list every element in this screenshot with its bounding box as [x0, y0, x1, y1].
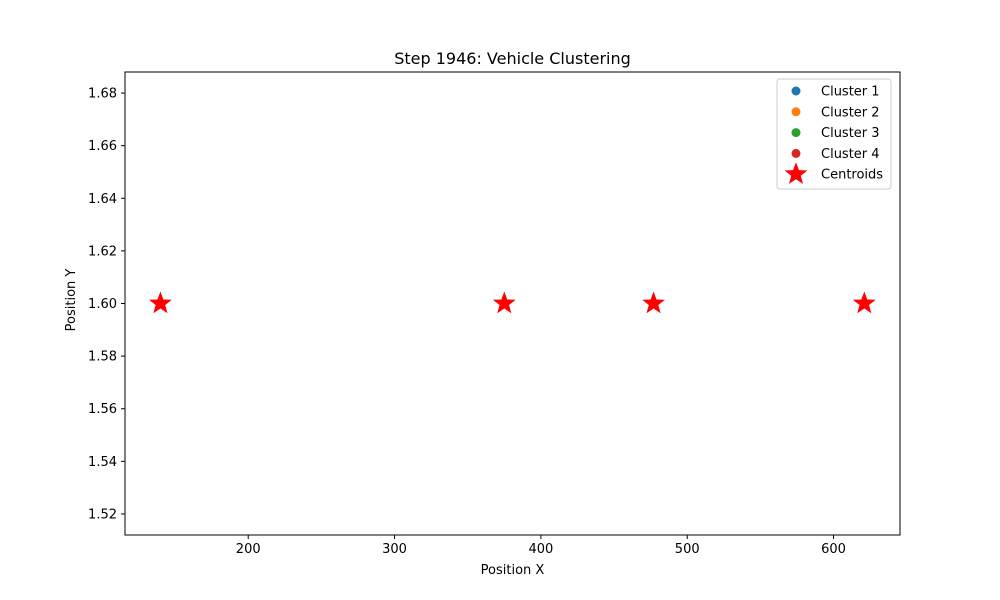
centroid-point: [492, 291, 516, 314]
legend-label: Centroids: [821, 168, 883, 183]
chart-title: Step 1946: Vehicle Clustering: [394, 49, 631, 68]
x-tick-label: 400: [528, 542, 553, 557]
x-tick-label: 200: [236, 542, 261, 557]
legend: Cluster 1 Cluster 2 Cluster 3 Cluster 4 Cent…: [776, 78, 892, 190]
legend-label: Cluster 1: [821, 85, 880, 100]
x-tick-label: 300: [382, 542, 407, 557]
y-tick-label: 1.66: [88, 139, 117, 154]
y-tick-label: 1.52: [88, 507, 117, 522]
y-tick-label: 1.54: [88, 455, 117, 470]
data-points: [149, 291, 876, 314]
legend-label: Cluster 3: [821, 126, 880, 141]
legend-marker-centroids: [784, 162, 808, 184]
x-tick-label: 600: [821, 542, 846, 557]
y-axis-label: Position Y: [64, 269, 79, 332]
legend-marker-cluster-2: [791, 107, 801, 117]
legend-label: Cluster 4: [821, 147, 880, 162]
y-tick-label: 1.58: [88, 350, 117, 365]
centroid-point: [642, 291, 665, 314]
y-tick-label: 1.56: [88, 402, 117, 417]
legend-marker-cluster-3: [791, 128, 801, 138]
legend-label: Cluster 2: [821, 105, 880, 120]
y-tick-label: 1.60: [88, 297, 117, 312]
y-tick-label: 1.68: [88, 87, 117, 102]
legend-box: [776, 78, 892, 190]
legend-marker-cluster-4: [791, 148, 801, 158]
centroid-point: [852, 291, 876, 314]
plot-frame: [124, 71, 901, 536]
centroid-point: [149, 291, 172, 314]
y-axis-ticks: 1.52 1.54 1.56 1.58 1.60 1.62 1.64 1.66 1.68: [88, 87, 125, 522]
x-axis-label: Position X: [481, 563, 545, 578]
x-tick-label: 500: [675, 542, 700, 557]
y-tick-label: 1.64: [88, 192, 117, 207]
x-axis-ticks: 200 300 400 500 600: [236, 535, 846, 557]
y-tick-label: 1.62: [88, 244, 117, 259]
legend-marker-cluster-1: [791, 86, 801, 96]
